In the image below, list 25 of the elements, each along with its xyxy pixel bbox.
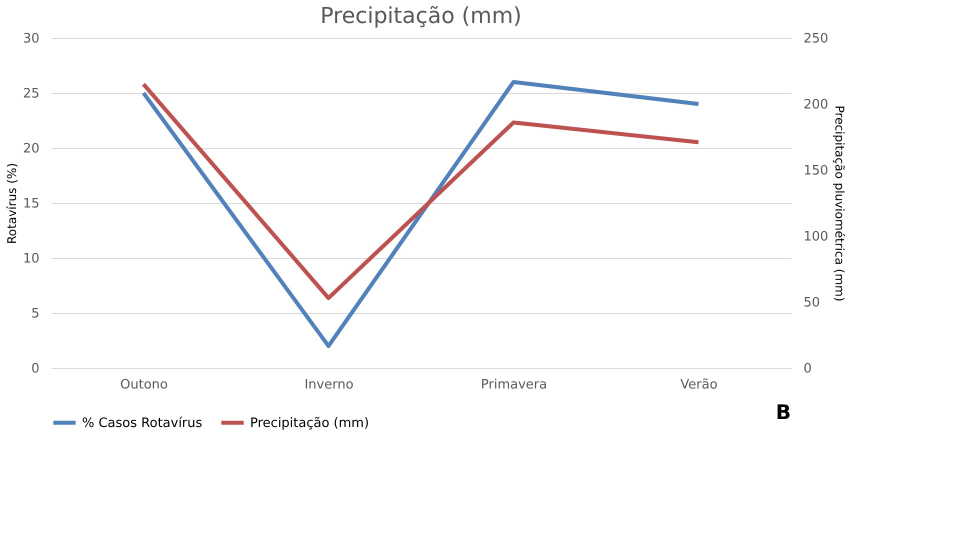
y2-tick-label: 100 — [804, 230, 828, 244]
y2-tick-label: 250 — [804, 32, 828, 46]
legend-label: Precipitação (mm) — [250, 416, 370, 431]
y-axis-title: Rotavírus (%) — [4, 162, 19, 244]
y-tick-label: 25 — [22, 86, 40, 102]
legend-label: % Casos Rotavírus — [82, 416, 203, 431]
y2-tick-label: 0 — [804, 362, 812, 376]
x-tick-label: Primavera — [480, 378, 548, 392]
x-tick-label: Outono — [120, 378, 168, 392]
y-tick-label: 5 — [31, 306, 40, 322]
y-tick-label: 30 — [22, 32, 40, 46]
y2-tick-label: 50 — [804, 296, 820, 310]
y-tick-label: 15 — [22, 196, 40, 212]
x-tick-label: Inverno — [304, 378, 354, 392]
line-series — [142, 80, 700, 348]
chart-title: Precipitação (mm) — [320, 4, 522, 29]
line-series — [142, 82, 700, 300]
y2-tick-label: 150 — [804, 164, 828, 178]
x-tick-label: Verão — [680, 378, 718, 392]
y-tick-label: 0 — [31, 362, 40, 376]
y2-axis-title: Precipitação pluviométrica (mm) — [832, 105, 846, 302]
y2-tick-label: 200 — [804, 98, 828, 112]
text: B — [776, 400, 791, 424]
y-tick-label: 20 — [22, 142, 40, 156]
y-tick-label: 10 — [22, 252, 40, 266]
